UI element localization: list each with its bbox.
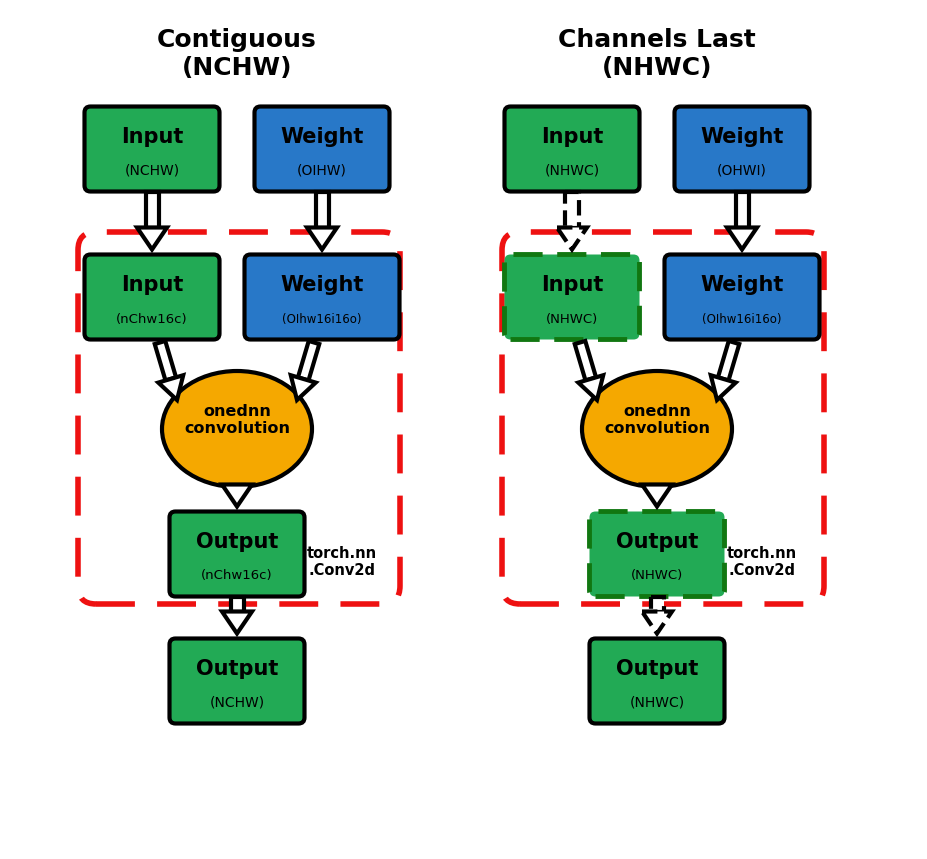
Text: Contiguous
(NCHW): Contiguous (NCHW): [157, 28, 316, 80]
Polygon shape: [222, 612, 252, 633]
Text: (OIhw16i16o): (OIhw16i16o): [702, 313, 781, 326]
FancyBboxPatch shape: [84, 254, 220, 339]
Polygon shape: [641, 612, 671, 633]
FancyBboxPatch shape: [589, 638, 724, 723]
Text: (nChw16c): (nChw16c): [116, 313, 187, 326]
FancyBboxPatch shape: [589, 511, 724, 596]
FancyBboxPatch shape: [170, 511, 304, 596]
Text: Input: Input: [540, 127, 603, 147]
FancyBboxPatch shape: [504, 107, 639, 192]
Polygon shape: [146, 192, 159, 228]
Polygon shape: [159, 375, 183, 400]
Polygon shape: [556, 228, 587, 249]
Text: Weight: Weight: [280, 275, 363, 295]
Text: Output: Output: [196, 659, 278, 679]
Polygon shape: [298, 341, 319, 381]
FancyBboxPatch shape: [504, 254, 639, 339]
FancyBboxPatch shape: [84, 107, 220, 192]
Text: (NCHW): (NCHW): [124, 164, 179, 178]
Polygon shape: [641, 484, 671, 507]
Polygon shape: [650, 596, 663, 612]
Text: (NHWC): (NHWC): [629, 696, 684, 710]
FancyBboxPatch shape: [664, 254, 819, 339]
Text: Channels Last
(NHWC): Channels Last (NHWC): [557, 28, 756, 80]
FancyBboxPatch shape: [674, 107, 808, 192]
Text: Output: Output: [196, 532, 278, 552]
Text: (NHWC): (NHWC): [545, 313, 598, 326]
Polygon shape: [650, 484, 663, 487]
Polygon shape: [726, 228, 756, 249]
Text: (NCHW): (NCHW): [210, 696, 264, 710]
Text: onednn
convolution: onednn convolution: [603, 404, 709, 436]
Polygon shape: [717, 341, 739, 381]
Text: Weight: Weight: [700, 275, 782, 295]
Text: Input: Input: [121, 275, 183, 295]
Text: Weight: Weight: [280, 127, 363, 147]
Text: Input: Input: [540, 275, 603, 295]
Polygon shape: [290, 375, 315, 400]
FancyBboxPatch shape: [254, 107, 389, 192]
Polygon shape: [710, 375, 735, 400]
Text: Output: Output: [616, 659, 697, 679]
Polygon shape: [230, 484, 243, 487]
Text: Weight: Weight: [700, 127, 782, 147]
Text: onednn
convolution: onednn convolution: [184, 404, 290, 436]
FancyBboxPatch shape: [244, 254, 399, 339]
Text: torch.nn
.Conv2d: torch.nn .Conv2d: [307, 545, 376, 578]
Polygon shape: [137, 228, 167, 249]
Polygon shape: [222, 484, 252, 507]
Polygon shape: [155, 341, 176, 381]
Polygon shape: [230, 596, 243, 612]
Text: Input: Input: [121, 127, 183, 147]
Text: Output: Output: [616, 532, 697, 552]
Text: (NHWC): (NHWC): [544, 164, 599, 178]
Text: (NHWC): (NHWC): [630, 570, 682, 582]
Ellipse shape: [162, 371, 311, 487]
Polygon shape: [574, 341, 595, 381]
Ellipse shape: [581, 371, 731, 487]
Text: (OHWI): (OHWI): [717, 164, 766, 178]
FancyBboxPatch shape: [170, 638, 304, 723]
Polygon shape: [565, 192, 578, 228]
Text: (OIHW): (OIHW): [297, 164, 347, 178]
Polygon shape: [315, 192, 328, 228]
Text: torch.nn
.Conv2d: torch.nn .Conv2d: [726, 545, 796, 578]
Polygon shape: [307, 228, 337, 249]
Text: (OIhw16i16o): (OIhw16i16o): [282, 313, 362, 326]
Polygon shape: [578, 375, 603, 400]
Text: (nChw16c): (nChw16c): [201, 570, 273, 582]
Polygon shape: [735, 192, 748, 228]
